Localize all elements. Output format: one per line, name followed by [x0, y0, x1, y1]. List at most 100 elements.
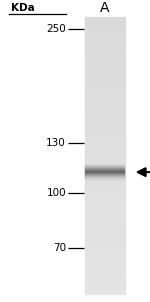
Bar [85, 161, 125, 164]
Bar [85, 289, 125, 292]
Bar [85, 17, 125, 19]
Bar [85, 75, 125, 78]
Bar [85, 142, 125, 144]
Bar [85, 244, 125, 247]
Bar [85, 31, 125, 33]
Bar [85, 211, 125, 214]
Bar [85, 111, 125, 114]
Text: KDa: KDa [11, 3, 34, 14]
Bar [85, 169, 125, 172]
Bar [85, 130, 125, 133]
Bar [85, 78, 125, 81]
Bar [85, 53, 125, 56]
Bar [85, 228, 125, 230]
Bar [85, 236, 125, 239]
Bar [85, 150, 125, 153]
Bar [85, 158, 125, 161]
Bar [85, 275, 125, 278]
Bar [85, 133, 125, 136]
Bar [85, 220, 125, 222]
Bar [85, 39, 125, 42]
Text: 100: 100 [46, 188, 66, 198]
Bar [85, 33, 125, 36]
Bar [85, 206, 125, 208]
Bar [85, 25, 125, 28]
Bar [85, 36, 125, 39]
Bar [85, 117, 125, 119]
Bar [85, 222, 125, 225]
Bar [85, 128, 125, 130]
Bar [85, 192, 125, 194]
Bar [85, 44, 125, 47]
Bar [85, 250, 125, 253]
Bar [85, 172, 125, 175]
Bar [85, 122, 125, 125]
Bar [85, 100, 125, 103]
Bar [85, 42, 125, 44]
Bar [85, 108, 125, 111]
Bar [85, 267, 125, 269]
Bar [85, 56, 125, 58]
Bar [85, 178, 125, 181]
Bar [85, 269, 125, 272]
Text: 130: 130 [46, 138, 66, 149]
Bar [85, 156, 125, 158]
Bar [85, 103, 125, 105]
Bar [85, 200, 125, 203]
Bar [85, 92, 125, 95]
Bar [85, 125, 125, 128]
Bar [85, 147, 125, 150]
Bar [85, 258, 125, 261]
Bar [85, 83, 125, 86]
Bar [85, 278, 125, 281]
Bar [85, 144, 125, 147]
Bar [85, 89, 125, 92]
Bar [85, 119, 125, 122]
Bar [85, 139, 125, 142]
Bar [85, 214, 125, 217]
Bar [85, 153, 125, 156]
Bar [85, 217, 125, 220]
Bar [85, 58, 125, 61]
Bar [85, 247, 125, 250]
Bar [85, 283, 125, 286]
Bar [85, 97, 125, 100]
Bar [85, 253, 125, 255]
Bar [85, 164, 125, 167]
Bar [85, 114, 125, 117]
Bar [85, 64, 125, 67]
Bar [85, 261, 125, 264]
Bar [85, 28, 125, 31]
Text: 250: 250 [46, 24, 66, 34]
Bar [85, 208, 125, 211]
Bar [85, 281, 125, 283]
Bar [85, 194, 125, 197]
Bar [85, 242, 125, 244]
Bar [85, 50, 125, 53]
Bar [85, 181, 125, 183]
Bar [85, 19, 125, 22]
Bar [85, 167, 125, 169]
Bar [85, 230, 125, 233]
Bar [85, 189, 125, 192]
Bar [85, 67, 125, 69]
Bar [85, 86, 125, 89]
Bar [85, 105, 125, 108]
Bar [85, 225, 125, 228]
Bar [85, 203, 125, 206]
Text: A: A [99, 2, 109, 15]
Bar [85, 47, 125, 50]
Bar [85, 255, 125, 258]
Bar [85, 292, 125, 294]
Bar [85, 233, 125, 236]
Bar [85, 22, 125, 25]
Bar [85, 72, 125, 75]
Bar [85, 95, 125, 97]
Bar [85, 186, 125, 189]
Bar [85, 69, 125, 72]
Bar [85, 61, 125, 64]
Bar [85, 239, 125, 242]
Bar [85, 286, 125, 289]
Bar [85, 81, 125, 83]
Bar [85, 183, 125, 186]
